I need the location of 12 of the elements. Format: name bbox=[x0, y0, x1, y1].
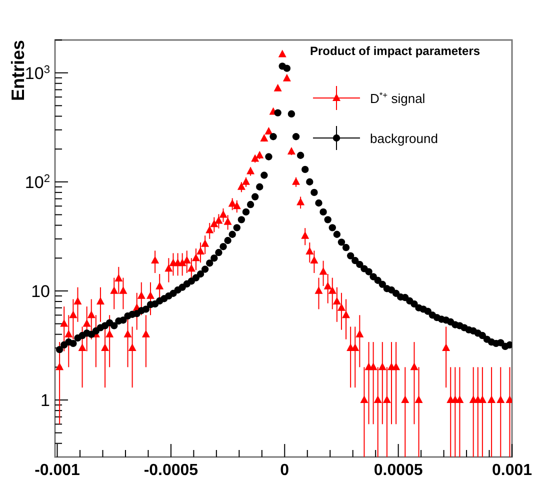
y-tick-label: 10 bbox=[31, 282, 50, 301]
y-tick-label: 1 bbox=[40, 390, 50, 410]
legend-label: background bbox=[370, 131, 438, 146]
x-tick-label: 0.0005 bbox=[374, 462, 423, 478]
legend-label: D$^{*+}$ signal bbox=[370, 90, 426, 106]
x-tick-label: 0 bbox=[280, 462, 290, 478]
legend-title: Product of impact parameters bbox=[310, 44, 480, 58]
x-tick-label: 0.001 bbox=[492, 462, 532, 478]
x-tick-label: -0.001 bbox=[34, 462, 80, 478]
x-tick-label: -0.0005 bbox=[144, 462, 198, 478]
y-tick-label: 10$^{2}$ bbox=[24, 172, 50, 192]
y-tick-label: 10$^{3}$ bbox=[24, 64, 50, 83]
